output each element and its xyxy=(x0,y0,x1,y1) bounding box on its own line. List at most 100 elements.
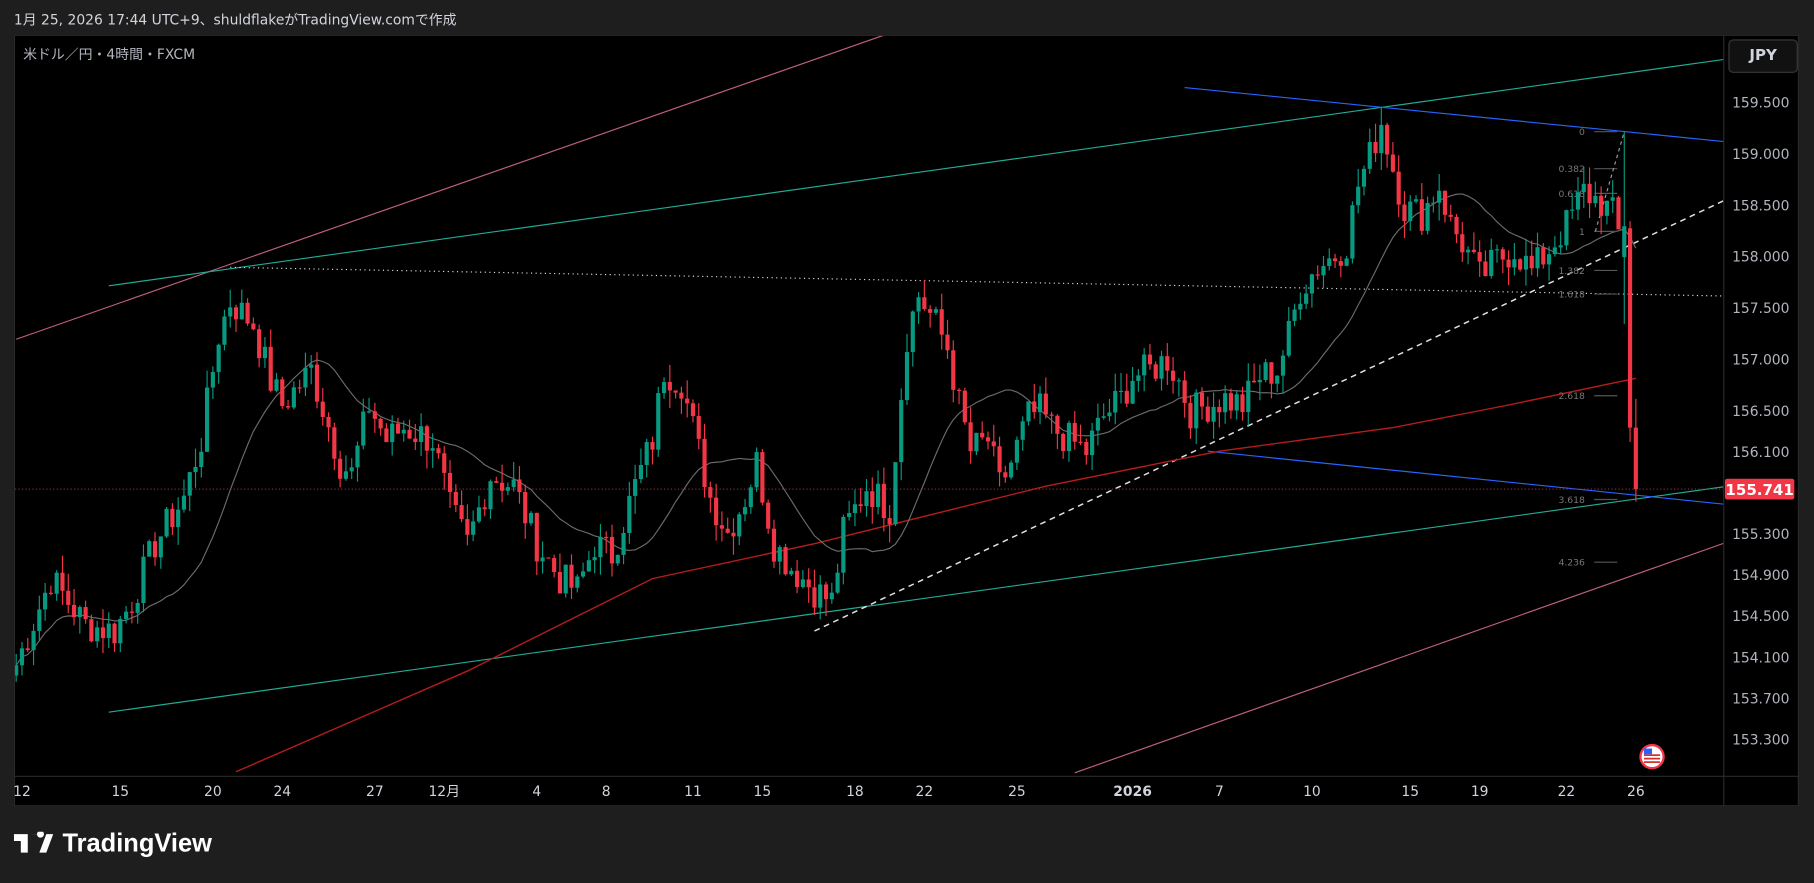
candle xyxy=(1251,363,1257,383)
candle-body xyxy=(66,590,71,605)
candle-body xyxy=(1194,392,1199,429)
candle xyxy=(505,482,510,496)
candle-body xyxy=(500,482,505,491)
candle xyxy=(1009,460,1014,480)
time-tick-label: 15 xyxy=(1401,784,1419,800)
candle-body xyxy=(54,572,59,594)
candle xyxy=(95,620,100,648)
candle-body xyxy=(702,438,707,488)
candle-body xyxy=(1471,249,1476,253)
candle-body xyxy=(1494,249,1500,251)
candle xyxy=(1587,167,1592,219)
candle xyxy=(1275,375,1280,393)
candle xyxy=(181,479,187,513)
candle xyxy=(1575,177,1581,221)
candle-body xyxy=(1228,393,1234,411)
candle xyxy=(1234,391,1239,420)
candle xyxy=(193,448,198,488)
candle xyxy=(1315,265,1320,280)
candle-body xyxy=(511,479,516,488)
tradingview-logo[interactable]: TradingView xyxy=(13,828,212,858)
candle xyxy=(962,387,967,425)
trend-teal-line-3 xyxy=(108,486,1724,713)
candle-body xyxy=(366,411,372,413)
candle xyxy=(320,387,325,426)
candle xyxy=(1529,240,1534,276)
candle-body xyxy=(320,401,325,417)
candle-body xyxy=(1361,168,1367,187)
candle-body xyxy=(1396,171,1401,205)
currency-button[interactable]: JPY xyxy=(1728,39,1798,73)
dashed-white-line-7 xyxy=(814,199,1724,632)
candle xyxy=(199,437,204,478)
candle-body xyxy=(471,521,476,535)
candle-body xyxy=(1037,393,1043,413)
candle-body xyxy=(835,572,840,593)
candle-body xyxy=(436,448,441,454)
candle xyxy=(482,499,487,517)
candle xyxy=(881,467,886,532)
candle xyxy=(413,424,418,450)
candle xyxy=(372,402,377,433)
candle-body xyxy=(257,329,262,359)
candle xyxy=(1332,253,1338,268)
candle-body xyxy=(124,611,129,619)
candle-body xyxy=(1413,199,1419,202)
candle xyxy=(1327,248,1332,271)
candle-body xyxy=(378,418,383,429)
candle xyxy=(1564,209,1569,251)
candle xyxy=(1385,122,1390,168)
candle-body xyxy=(823,584,829,600)
candle-body xyxy=(1506,259,1511,268)
candle-body xyxy=(1321,266,1326,276)
candle xyxy=(731,518,736,555)
candle-body xyxy=(1124,390,1129,404)
candle xyxy=(401,420,406,442)
price-tick-label: 153.700 xyxy=(1732,691,1789,707)
candle-body xyxy=(1269,362,1274,384)
candle xyxy=(1356,168,1361,214)
candle-body xyxy=(1610,197,1615,201)
candle-body xyxy=(15,665,19,676)
candle xyxy=(928,305,933,328)
candle xyxy=(644,438,649,478)
candle xyxy=(893,462,898,527)
last-price-badge xyxy=(1724,478,1795,500)
candle xyxy=(771,519,777,568)
candle xyxy=(580,562,586,579)
candle-body xyxy=(476,507,482,522)
candle-body xyxy=(1304,293,1309,304)
candle xyxy=(974,432,979,456)
candle-body xyxy=(465,519,470,535)
candle xyxy=(338,450,343,488)
chart-panel[interactable] xyxy=(13,34,1799,807)
candle-body xyxy=(118,618,123,644)
candle xyxy=(1518,258,1523,272)
candle-body xyxy=(1518,259,1523,270)
candle-body xyxy=(326,416,331,428)
candle xyxy=(222,309,227,351)
time-tick-label: 19 xyxy=(1471,784,1489,800)
candle xyxy=(1153,361,1158,382)
candle-body xyxy=(1367,141,1372,169)
candle xyxy=(494,476,499,483)
candle xyxy=(546,557,551,559)
candle xyxy=(1118,372,1124,404)
candle xyxy=(638,448,643,484)
candle xyxy=(1454,214,1459,244)
candle-body xyxy=(1159,356,1164,379)
candle xyxy=(1095,403,1100,446)
candle xyxy=(552,554,557,578)
candle xyxy=(563,564,568,598)
candle-body xyxy=(1130,380,1135,404)
candle xyxy=(1535,232,1540,277)
candle xyxy=(83,600,88,624)
candle xyxy=(985,431,991,450)
candle xyxy=(262,337,268,368)
candle-body xyxy=(216,344,221,373)
candle xyxy=(754,447,759,492)
time-tick-label: 22 xyxy=(916,784,934,800)
candle-body xyxy=(766,502,771,529)
candle-body xyxy=(980,432,985,438)
